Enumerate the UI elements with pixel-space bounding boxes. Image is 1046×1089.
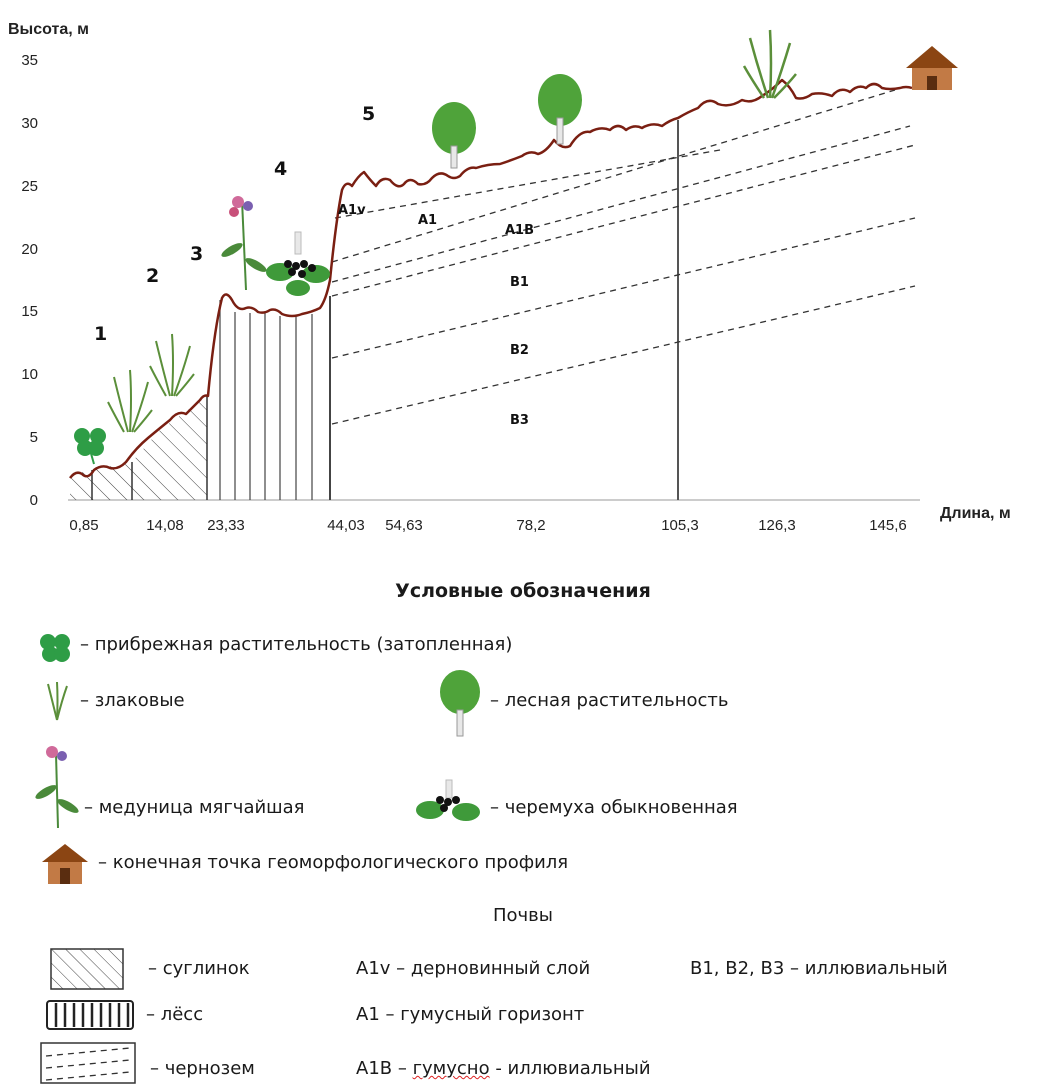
x-tick: 54,63 xyxy=(385,517,423,534)
soils-title: Почвы xyxy=(492,905,553,926)
legend-coastal-vegetation: – прибрежная растительность (затопленная… xyxy=(80,634,513,655)
legend-a1b-lead: A1B – xyxy=(356,1058,413,1079)
chernozem-swatch xyxy=(40,1042,136,1084)
zone-label: 1 xyxy=(94,323,107,345)
grass-icon xyxy=(149,333,195,397)
x-tick: 145,6 xyxy=(869,517,907,534)
clover-icon xyxy=(40,634,70,662)
x-tick: 126,3 xyxy=(758,517,796,534)
lungwort-icon xyxy=(35,746,79,829)
zone-label: 2 xyxy=(146,265,159,287)
legend-bird-cherry: – черемуха обыкновенная xyxy=(490,797,738,818)
loess-swatch xyxy=(46,1000,134,1030)
y-tick: 30 xyxy=(21,115,38,132)
legend-loam: – суглинок xyxy=(148,958,250,979)
tree-icon xyxy=(432,102,476,169)
x-tick: 0,85 xyxy=(69,517,98,534)
legend-lungwort: – медуница мягчайшая xyxy=(84,797,305,818)
legend-forest-vegetation: – лесная растительность xyxy=(490,690,729,711)
lungwort-icon xyxy=(221,196,267,291)
zone-label: 5 xyxy=(362,103,375,125)
x-tick: 14,08 xyxy=(146,517,184,534)
grass-icon xyxy=(107,369,153,433)
y-tick: 20 xyxy=(21,241,38,258)
horizon-label: B3 xyxy=(510,413,529,428)
grass-icon xyxy=(742,29,797,99)
horizon-label: A1 xyxy=(418,213,437,228)
y-tick: 35 xyxy=(21,52,38,69)
x-tick: 44,03 xyxy=(327,517,365,534)
loess-area xyxy=(219,296,331,500)
legend-b-horizons: B1, B2, B3 – иллювиальный xyxy=(690,958,948,979)
x-tick: 78,2 xyxy=(516,517,545,534)
horizon-label: B1 xyxy=(510,275,529,290)
loam-area xyxy=(70,395,207,500)
legend-loess: – лёсс xyxy=(146,1004,204,1025)
y-tick: 25 xyxy=(21,178,38,195)
legend-a1b: A1B – гумусно - иллювиальный xyxy=(356,1058,651,1079)
tree-icon xyxy=(538,74,582,145)
y-tick: 15 xyxy=(21,303,38,320)
legend-endpoint: – конечная точка геоморфологического про… xyxy=(98,852,569,873)
legend-a1: A1 – гумусный горизонт xyxy=(356,1004,585,1025)
x-tick: 105,3 xyxy=(661,517,699,534)
legend-a1v: A1v – дерновинный слой xyxy=(356,958,591,979)
y-tick: 10 xyxy=(21,366,38,383)
zone-label: 4 xyxy=(274,158,287,180)
horizon-label: A1B xyxy=(505,223,534,238)
house-icon xyxy=(906,46,958,90)
legend-chernozem: – чернозем xyxy=(150,1058,255,1079)
y-tick: 0 xyxy=(30,492,38,509)
bird-cherry-icon xyxy=(416,779,480,821)
zone-label: 3 xyxy=(190,243,203,265)
bird-cherry-icon xyxy=(266,231,330,296)
legend-a1b-tail: - иллювиальный xyxy=(489,1058,651,1079)
legend-title: Условные обозначения xyxy=(395,580,651,602)
x-tick: 23,33 xyxy=(207,517,245,534)
clover-icon xyxy=(74,428,106,465)
x-axis-label: Длина, м xyxy=(940,505,1011,522)
y-tick-labels: 0 5 10 15 20 25 30 35 xyxy=(21,52,38,509)
house-icon xyxy=(42,844,88,884)
loam-swatch xyxy=(50,948,124,990)
chernozem-horizon-lines xyxy=(331,89,916,425)
tree-icon xyxy=(440,670,480,737)
horizon-label: A1v xyxy=(338,203,366,218)
legend-grass: – злаковые xyxy=(80,690,185,711)
y-tick: 5 xyxy=(30,429,38,446)
x-tick-labels: 0,85 14,08 23,33 44,03 54,63 78,2 105,3 … xyxy=(69,517,906,534)
horizon-label: B2 xyxy=(510,343,529,358)
y-axis-label: Высота, м xyxy=(8,21,89,38)
grass-icon xyxy=(47,681,68,721)
geomorphological-profile-chart: Высота, м Длина, м 0 5 10 15 20 25 30 35… xyxy=(8,21,1011,534)
legend-a1b-word: гумусно xyxy=(412,1058,490,1079)
